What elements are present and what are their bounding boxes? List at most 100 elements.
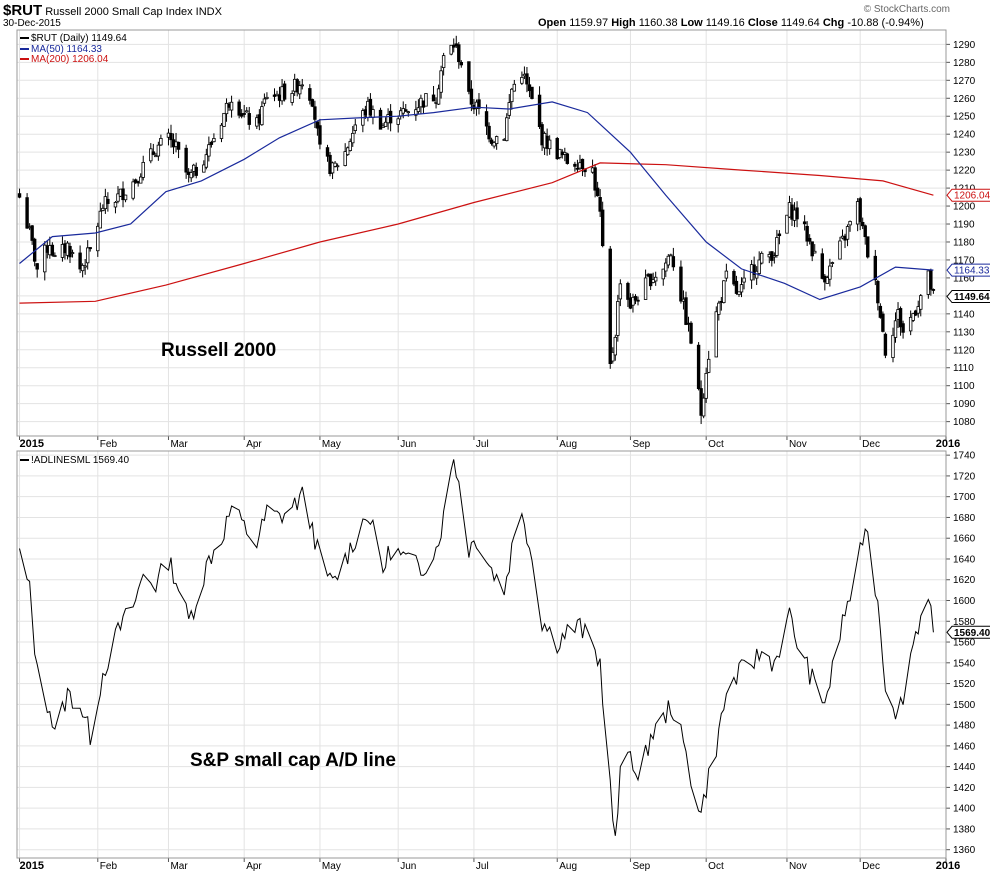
ad-ytick-label: 1440	[953, 762, 976, 773]
candle-body	[714, 311, 718, 358]
candle-body	[595, 187, 600, 197]
candle-body	[70, 252, 75, 255]
ad-ytick-label: 1480	[953, 721, 976, 732]
candle-body	[813, 250, 817, 254]
candle-body	[30, 225, 34, 241]
candle-body	[810, 241, 814, 257]
candle-body	[838, 240, 842, 260]
candle-body	[212, 138, 216, 143]
price-xtick-label: Aug	[559, 439, 577, 450]
candle-body	[133, 179, 138, 183]
close-value: 1149.64	[780, 17, 820, 29]
ad-last-tag	[946, 625, 990, 639]
candle-body	[510, 88, 514, 103]
candle-body	[204, 154, 209, 168]
candle-body	[300, 84, 304, 87]
price-xtick-label: 2016	[936, 438, 960, 450]
candle-body	[383, 121, 388, 127]
legend-ma50-label: MA(50) 1164.33	[31, 44, 102, 55]
candle-body	[830, 262, 835, 264]
price-ytick-label: 1240	[953, 130, 976, 141]
candle-body	[202, 164, 206, 173]
candle-body	[308, 88, 312, 101]
candle-body	[156, 144, 161, 157]
candle-body	[704, 373, 708, 399]
candle-body	[494, 136, 499, 145]
ad-xtick-label: Oct	[708, 861, 724, 872]
candle-body	[343, 151, 347, 166]
candle-body	[25, 197, 29, 229]
price-xtick-label: 2015	[20, 438, 44, 450]
candle-body	[845, 226, 850, 240]
candle-body	[696, 344, 701, 390]
price-xtick-label: Oct	[708, 439, 724, 450]
candle-body	[575, 167, 580, 170]
candle-body	[116, 193, 120, 202]
candle-body	[330, 162, 335, 174]
price-ytick-label: 1130	[953, 327, 975, 338]
candle-body	[68, 245, 72, 258]
candle-body	[661, 268, 665, 280]
candle-body	[825, 277, 830, 284]
ad-ytick-label: 1500	[953, 700, 976, 711]
candle-body	[626, 282, 630, 300]
candle-body	[795, 207, 799, 220]
price-xtick-label: Nov	[789, 439, 807, 450]
candle-body	[555, 138, 559, 160]
candle-body	[525, 73, 529, 85]
candle-body	[83, 265, 87, 268]
candle-body	[873, 255, 878, 281]
ma50-line	[19, 101, 934, 301]
candle-body	[80, 265, 85, 272]
price-xtick-label: Jul	[476, 439, 489, 450]
candle-body	[242, 113, 246, 115]
ad-ytick-label: 1560	[953, 638, 976, 649]
chart-date: 30-Dec-2015	[3, 18, 61, 29]
candle-body	[530, 86, 534, 99]
candle-body	[184, 147, 188, 173]
candle-body	[908, 316, 913, 332]
price-ytick-label: 1170	[953, 255, 975, 266]
candle-body	[520, 76, 524, 84]
ad-ytick-label: 1700	[953, 492, 976, 503]
candle-body	[396, 118, 400, 125]
price-ytick-label: 1280	[953, 58, 976, 69]
candle-body	[608, 248, 612, 365]
candle-body	[772, 255, 777, 258]
candle-body	[643, 277, 648, 300]
candle-body	[742, 277, 746, 283]
ma50-last-tag	[946, 263, 990, 277]
candle-body	[671, 256, 676, 268]
candle-body	[573, 163, 577, 167]
ad-xtick-label: Apr	[246, 861, 262, 872]
candle-body	[353, 124, 357, 131]
legend-ma200: MA(200) 1206.04	[20, 54, 108, 65]
candle-body	[739, 284, 744, 293]
candle-body	[219, 124, 224, 139]
ad-last-tag-label: 1569.40	[954, 628, 990, 639]
ad-ytick-label: 1400	[953, 804, 976, 815]
ma200-last-tag-label: 1206.04	[954, 191, 990, 202]
legend-ad-label: !ADLINESML 1569.40	[31, 455, 130, 466]
candle-body	[35, 263, 39, 270]
candle-body	[151, 151, 156, 155]
price-ytick-label: 1290	[953, 40, 976, 51]
candle-body	[224, 102, 229, 115]
price-plot-frame	[16, 29, 947, 437]
candle-body	[701, 397, 706, 417]
candle-body	[310, 99, 315, 107]
candle-body	[106, 198, 110, 204]
candle-body	[878, 305, 883, 318]
candle-body	[53, 255, 57, 257]
price-ytick-label: 1220	[953, 166, 976, 177]
ad-xtick-label: Nov	[789, 861, 807, 872]
candle-body	[866, 236, 870, 258]
candle-body	[17, 193, 22, 198]
candle-body	[669, 254, 673, 257]
candle-body	[441, 55, 446, 68]
ad-xtick-label: Sep	[632, 861, 650, 872]
ma200-last-tag	[946, 188, 990, 202]
candle-body	[325, 147, 330, 157]
candle-body	[260, 106, 264, 126]
candle-body	[189, 172, 193, 179]
